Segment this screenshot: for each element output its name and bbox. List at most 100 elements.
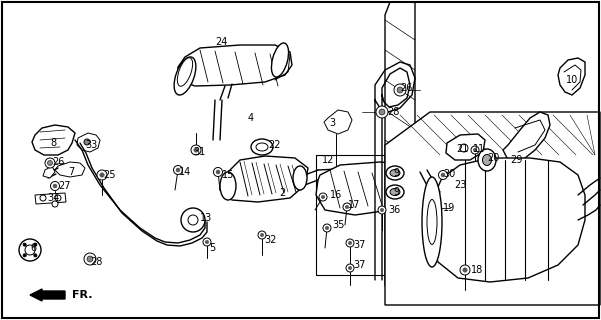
Circle shape xyxy=(47,161,52,165)
Text: 37: 37 xyxy=(353,240,365,250)
Circle shape xyxy=(50,181,59,190)
Polygon shape xyxy=(316,162,418,215)
Circle shape xyxy=(40,195,46,201)
Circle shape xyxy=(23,254,26,257)
Circle shape xyxy=(460,144,468,152)
Circle shape xyxy=(19,239,41,261)
Text: 28: 28 xyxy=(387,107,400,117)
Ellipse shape xyxy=(386,185,404,199)
Circle shape xyxy=(84,139,90,145)
Polygon shape xyxy=(77,133,100,152)
Ellipse shape xyxy=(422,177,442,267)
Text: 9: 9 xyxy=(393,168,399,178)
Circle shape xyxy=(194,148,198,152)
Text: 23: 23 xyxy=(454,180,466,190)
Circle shape xyxy=(34,243,37,246)
Text: 30: 30 xyxy=(443,169,455,179)
Text: 22: 22 xyxy=(268,140,281,150)
Text: 4: 4 xyxy=(248,113,254,123)
Ellipse shape xyxy=(427,199,437,244)
Ellipse shape xyxy=(390,170,400,177)
Ellipse shape xyxy=(293,166,307,190)
Text: 26: 26 xyxy=(400,83,412,93)
Text: 14: 14 xyxy=(179,167,191,177)
Polygon shape xyxy=(503,112,550,162)
Polygon shape xyxy=(220,156,308,202)
Circle shape xyxy=(319,193,327,201)
Circle shape xyxy=(321,195,325,199)
Text: 31: 31 xyxy=(193,147,206,157)
Circle shape xyxy=(258,231,266,239)
Text: 7: 7 xyxy=(68,167,75,177)
Circle shape xyxy=(23,243,26,246)
Circle shape xyxy=(188,215,198,225)
Circle shape xyxy=(216,170,220,174)
Text: 24: 24 xyxy=(215,37,227,47)
Text: 35: 35 xyxy=(332,220,344,230)
Circle shape xyxy=(325,226,329,230)
Text: 3: 3 xyxy=(329,118,335,128)
Circle shape xyxy=(471,146,479,154)
Circle shape xyxy=(205,240,209,244)
Ellipse shape xyxy=(386,166,404,180)
Text: 6: 6 xyxy=(30,243,36,253)
Circle shape xyxy=(25,245,35,255)
Circle shape xyxy=(45,158,55,168)
Circle shape xyxy=(323,224,331,232)
Circle shape xyxy=(441,173,445,177)
Text: 8: 8 xyxy=(50,138,56,148)
Circle shape xyxy=(345,205,349,209)
Text: 33: 33 xyxy=(85,140,97,150)
Polygon shape xyxy=(35,193,66,204)
Ellipse shape xyxy=(220,172,236,200)
Bar xyxy=(316,155,421,275)
Polygon shape xyxy=(446,134,485,160)
Ellipse shape xyxy=(251,139,273,155)
Text: 12: 12 xyxy=(322,155,334,165)
Polygon shape xyxy=(428,158,585,282)
Circle shape xyxy=(346,239,354,247)
Text: 34: 34 xyxy=(47,193,59,203)
Ellipse shape xyxy=(478,149,496,171)
Text: 2: 2 xyxy=(279,188,285,198)
Ellipse shape xyxy=(272,43,288,77)
Text: 5: 5 xyxy=(209,243,215,253)
Text: 29: 29 xyxy=(510,155,522,165)
Text: 10: 10 xyxy=(566,75,578,85)
Text: 27: 27 xyxy=(58,181,70,191)
Polygon shape xyxy=(178,45,292,86)
Text: 32: 32 xyxy=(264,235,276,245)
Circle shape xyxy=(213,167,222,177)
Text: 18: 18 xyxy=(471,265,483,275)
Circle shape xyxy=(176,168,180,172)
Text: 25: 25 xyxy=(103,170,115,180)
Text: 9: 9 xyxy=(393,187,399,197)
Circle shape xyxy=(378,206,386,214)
FancyArrow shape xyxy=(30,289,65,301)
Circle shape xyxy=(191,145,201,155)
Ellipse shape xyxy=(174,57,196,95)
Text: FR.: FR. xyxy=(72,290,93,300)
Circle shape xyxy=(348,241,352,245)
Circle shape xyxy=(394,84,406,96)
Circle shape xyxy=(174,165,183,174)
Polygon shape xyxy=(32,125,75,155)
Circle shape xyxy=(379,109,385,115)
Circle shape xyxy=(260,233,264,237)
Polygon shape xyxy=(55,162,85,177)
Circle shape xyxy=(84,253,96,265)
Ellipse shape xyxy=(483,155,492,165)
Circle shape xyxy=(55,195,61,201)
Circle shape xyxy=(100,173,104,177)
Text: 37: 37 xyxy=(353,260,365,270)
Polygon shape xyxy=(558,58,585,95)
Ellipse shape xyxy=(177,58,193,86)
Text: 13: 13 xyxy=(200,213,212,223)
Circle shape xyxy=(463,268,467,272)
Polygon shape xyxy=(385,112,600,305)
Text: 15: 15 xyxy=(222,170,234,180)
Circle shape xyxy=(53,184,57,188)
Circle shape xyxy=(97,170,107,180)
Text: 20: 20 xyxy=(487,153,499,163)
Text: 19: 19 xyxy=(443,203,455,213)
